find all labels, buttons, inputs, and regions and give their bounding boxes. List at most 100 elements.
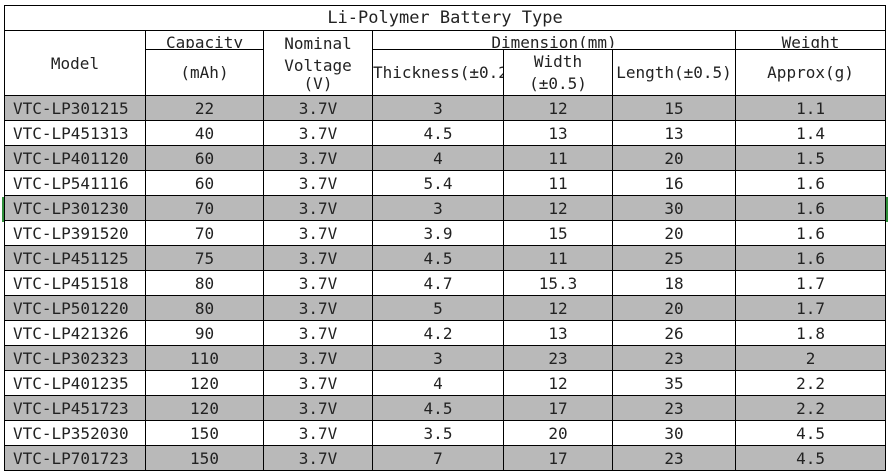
cell-capacity[interactable]: 75 <box>145 245 264 271</box>
cell-thickness[interactable]: 4.5 <box>372 120 504 146</box>
cell-length[interactable]: 23 <box>612 445 736 471</box>
cell-weight[interactable]: 1.5 <box>734 145 887 171</box>
cell-weight[interactable]: 1.6 <box>734 220 887 246</box>
cell-voltage[interactable]: 3.7V <box>263 220 373 246</box>
cell-length[interactable]: 23 <box>612 345 736 371</box>
cell-thickness[interactable]: 4 <box>372 370 504 396</box>
cell-weight[interactable]: 1.4 <box>734 120 887 146</box>
header-weight-unit[interactable]: Approx(g) <box>734 49 887 96</box>
cell-voltage[interactable]: 3.7V <box>263 245 373 271</box>
cell-length[interactable]: 20 <box>612 145 736 171</box>
cell-voltage[interactable]: 3.7V <box>263 395 373 421</box>
cell-weight[interactable]: 2 <box>734 345 887 371</box>
cell-model[interactable]: VTC-LP701723 <box>4 445 146 471</box>
cell-thickness[interactable]: 7 <box>372 445 504 471</box>
header-thickness[interactable]: Thickness(±0.2) <box>372 49 504 96</box>
cell-model[interactable]: VTC-LP451313 <box>4 120 146 146</box>
cell-thickness[interactable]: 3.5 <box>372 420 504 446</box>
cell-voltage[interactable]: 3.7V <box>263 170 373 196</box>
table-title[interactable]: Li-Polymer Battery Type <box>3 5 887 31</box>
header-width[interactable]: Width (±0.5) <box>503 49 613 96</box>
cell-length[interactable]: 13 <box>612 120 736 146</box>
cell-capacity[interactable]: 150 <box>145 445 264 471</box>
cell-voltage[interactable]: 3.7V <box>263 320 373 346</box>
cell-width[interactable]: 17 <box>503 395 613 421</box>
cell-model[interactable]: VTC-LP451723 <box>4 395 146 421</box>
cell-voltage[interactable]: 3.7V <box>263 145 373 171</box>
cell-width[interactable]: 12 <box>503 95 613 121</box>
header-model[interactable]: Model <box>4 30 146 96</box>
cell-width[interactable]: 11 <box>503 170 613 196</box>
cell-capacity[interactable]: 80 <box>145 295 264 321</box>
cell-capacity[interactable]: 70 <box>145 220 264 246</box>
cell-model[interactable]: VTC-LP391520 <box>4 220 146 246</box>
cell-length[interactable]: 20 <box>612 295 736 321</box>
cell-length[interactable]: 18 <box>612 270 736 296</box>
cell-width[interactable]: 11 <box>503 145 613 171</box>
cell-voltage[interactable]: 3.7V <box>263 270 373 296</box>
cell-capacity[interactable]: 90 <box>145 320 264 346</box>
cell-voltage[interactable]: 3.7V <box>263 195 373 221</box>
cell-voltage[interactable]: 3.7V <box>263 95 373 121</box>
cell-length[interactable]: 23 <box>612 395 736 421</box>
cell-capacity[interactable]: 80 <box>145 270 264 296</box>
cell-length[interactable]: 16 <box>612 170 736 196</box>
cell-capacity[interactable]: 40 <box>145 120 264 146</box>
cell-voltage[interactable]: 3.7V <box>263 370 373 396</box>
cell-length[interactable]: 20 <box>612 220 736 246</box>
cell-width[interactable]: 12 <box>503 295 613 321</box>
header-weight[interactable]: Weight <box>734 30 887 50</box>
cell-width[interactable]: 13 <box>503 320 613 346</box>
cell-weight[interactable]: 1.7 <box>734 295 887 321</box>
cell-width[interactable]: 12 <box>503 370 613 396</box>
cell-thickness[interactable]: 4.5 <box>372 395 504 421</box>
cell-length[interactable]: 30 <box>612 195 736 221</box>
cell-capacity[interactable]: 22 <box>145 95 264 121</box>
cell-voltage[interactable]: 3.7V <box>263 420 373 446</box>
cell-weight[interactable]: 2.2 <box>734 395 887 421</box>
cell-weight[interactable]: 1.8 <box>734 320 887 346</box>
cell-thickness[interactable]: 4.5 <box>372 245 504 271</box>
cell-length[interactable]: 30 <box>612 420 736 446</box>
header-capacity[interactable]: Capacity <box>145 30 264 50</box>
cell-capacity[interactable]: 70 <box>145 195 264 221</box>
cell-capacity[interactable]: 60 <box>145 170 264 196</box>
cell-model[interactable]: VTC-LP401120 <box>4 145 146 171</box>
cell-voltage[interactable]: 3.7V <box>263 295 373 321</box>
cell-model[interactable]: VTC-LP301230 <box>4 195 146 221</box>
cell-weight[interactable]: 4.5 <box>734 445 887 471</box>
cell-model[interactable]: VTC-LP301215 <box>4 95 146 121</box>
cell-length[interactable]: 26 <box>612 320 736 346</box>
cell-capacity[interactable]: 120 <box>145 370 264 396</box>
cell-weight[interactable]: 1.6 <box>734 245 887 271</box>
cell-voltage[interactable]: 3.7V <box>263 345 373 371</box>
header-dimension[interactable]: Dimension(mm) <box>372 30 736 50</box>
cell-capacity[interactable]: 150 <box>145 420 264 446</box>
header-capacity-unit[interactable]: (mAh) <box>145 49 264 96</box>
cell-weight[interactable]: 1.7 <box>734 270 887 296</box>
cell-thickness[interactable]: 4.7 <box>372 270 504 296</box>
cell-voltage[interactable]: 3.7V <box>263 120 373 146</box>
cell-weight[interactable]: 4.5 <box>734 420 887 446</box>
cell-model[interactable]: VTC-LP501220 <box>4 295 146 321</box>
cell-thickness[interactable]: 4.2 <box>372 320 504 346</box>
cell-thickness[interactable]: 5.4 <box>372 170 504 196</box>
cell-model[interactable]: VTC-LP302323 <box>4 345 146 371</box>
cell-length[interactable]: 15 <box>612 95 736 121</box>
cell-model[interactable]: VTC-LP451125 <box>4 245 146 271</box>
cell-width[interactable]: 12 <box>503 195 613 221</box>
cell-model[interactable]: VTC-LP541116 <box>4 170 146 196</box>
cell-voltage[interactable]: 3.7V <box>263 445 373 471</box>
cell-width[interactable]: 15 <box>503 220 613 246</box>
header-length[interactable]: Length(±0.5) <box>612 49 736 96</box>
cell-width[interactable]: 15.3 <box>503 270 613 296</box>
cell-model[interactable]: VTC-LP352030 <box>4 420 146 446</box>
cell-model[interactable]: VTC-LP421326 <box>4 320 146 346</box>
cell-thickness[interactable]: 5 <box>372 295 504 321</box>
cell-width[interactable]: 17 <box>503 445 613 471</box>
cell-model[interactable]: VTC-LP451518 <box>4 270 146 296</box>
cell-thickness[interactable]: 3 <box>372 195 504 221</box>
cell-width[interactable]: 23 <box>503 345 613 371</box>
cell-width[interactable]: 11 <box>503 245 613 271</box>
cell-width[interactable]: 13 <box>503 120 613 146</box>
